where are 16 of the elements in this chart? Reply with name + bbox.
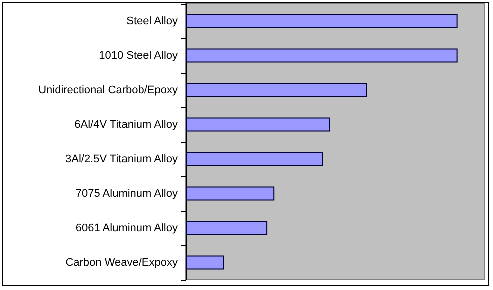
y-tick-label: Unidirectional Carbob/Epoxy <box>38 84 178 96</box>
bar <box>186 48 458 63</box>
y-tick-label: 1010 Steel Alloy <box>99 50 178 62</box>
y-tick-label: Steel Alloy <box>126 15 178 28</box>
bar <box>186 256 224 270</box>
bar <box>186 14 458 28</box>
bar <box>186 118 330 132</box>
bar <box>186 83 368 98</box>
y-tick-label: Carbon Weave/Expoxy <box>66 256 178 269</box>
y-tick-label: 7075 Aluminum Alloy <box>76 188 178 200</box>
bar <box>186 221 268 236</box>
y-tick-label: 6061 Aluminum Alloy <box>76 222 178 234</box>
bar <box>186 186 275 201</box>
y-tick-label: 6Al/4V Titanium Alloy <box>74 118 178 131</box>
y-tick-label: 3Al/2.5V Titanium Alloy <box>65 153 178 166</box>
bar <box>186 152 323 166</box>
